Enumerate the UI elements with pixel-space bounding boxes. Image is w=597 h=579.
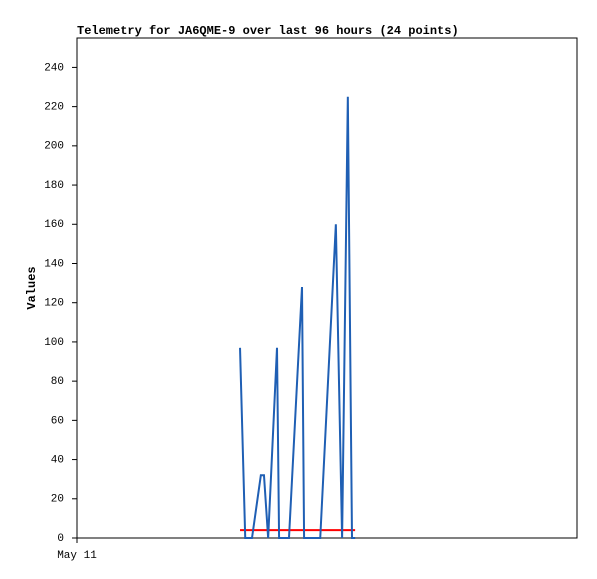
series-line (239, 96, 356, 539)
y-axis-label: Values (25, 266, 39, 309)
y-tick-label: 220 (44, 102, 64, 114)
y-tick-label: 40 (51, 454, 64, 466)
y-tick-label: 80 (51, 376, 64, 388)
y-tick-label: 100 (44, 337, 64, 349)
y-tick-label: 140 (44, 258, 64, 270)
y-tick-label: 60 (51, 415, 64, 427)
y-tick-label: 240 (44, 62, 64, 74)
y-tick-label: 200 (44, 141, 64, 153)
chart-title: Telemetry for JA6QME-9 over last 96 hour… (77, 24, 459, 38)
plot-frame (76, 37, 578, 539)
y-tick-label: 160 (44, 219, 64, 231)
y-tick-label: 0 (57, 533, 64, 545)
x-tick-label: May 11 (57, 550, 97, 562)
y-tick-label: 20 (51, 494, 64, 506)
y-tick-label: 180 (44, 180, 64, 192)
y-tick-label: 120 (44, 298, 64, 310)
